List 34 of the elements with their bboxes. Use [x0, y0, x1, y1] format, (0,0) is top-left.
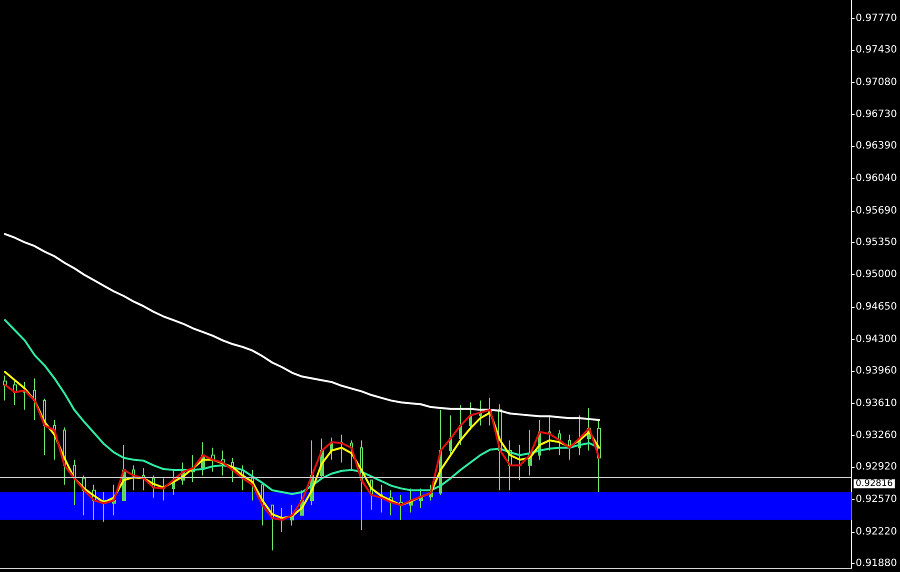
candlestick: [33, 378, 36, 420]
line-series: [4, 233, 600, 421]
y-tick-label: 0.93260: [856, 430, 898, 442]
y-tick-label: 0.95350: [856, 236, 898, 248]
candlestick: [340, 434, 343, 464]
y-tick-label: 0.97430: [856, 44, 898, 56]
candlestick: [548, 414, 551, 452]
candlestick: [449, 414, 452, 456]
y-tick-label: 0.97080: [856, 76, 898, 88]
candlestick: [73, 459, 76, 506]
y-tick-label: 0.96040: [856, 173, 898, 184]
candlestick: [3, 375, 7, 402]
candlestick: [459, 404, 462, 446]
y-tick-label: 0.91880: [856, 558, 898, 569]
candlestick: [162, 478, 165, 501]
candlestick: [350, 440, 353, 470]
candlestick: [479, 400, 482, 426]
y-tick-label: 0.97770: [856, 13, 898, 24]
y-tick-label: 0.96730: [856, 109, 898, 120]
y-tick-label: 0.92920: [856, 462, 898, 473]
y-tick-label: 0.93960: [856, 365, 898, 376]
candlestick: [558, 430, 561, 456]
y-tick-label: 0.93610: [856, 398, 898, 409]
y-tick-label: 0.96390: [856, 140, 898, 152]
ref-line-label: 0.92816: [856, 478, 894, 489]
candlestick: [112, 484, 116, 516]
y-tick-label: 0.94650: [856, 302, 898, 313]
y-tick-label: 0.95000: [856, 269, 898, 280]
candlestick: [469, 402, 472, 431]
y-tick-label: 0.92220: [856, 526, 898, 538]
y-tick-label: 0.92570: [856, 494, 898, 506]
y-tick-label: 0.95690: [856, 205, 898, 216]
line-series: [4, 319, 600, 495]
y-tick-label: 0.94300: [856, 334, 898, 346]
